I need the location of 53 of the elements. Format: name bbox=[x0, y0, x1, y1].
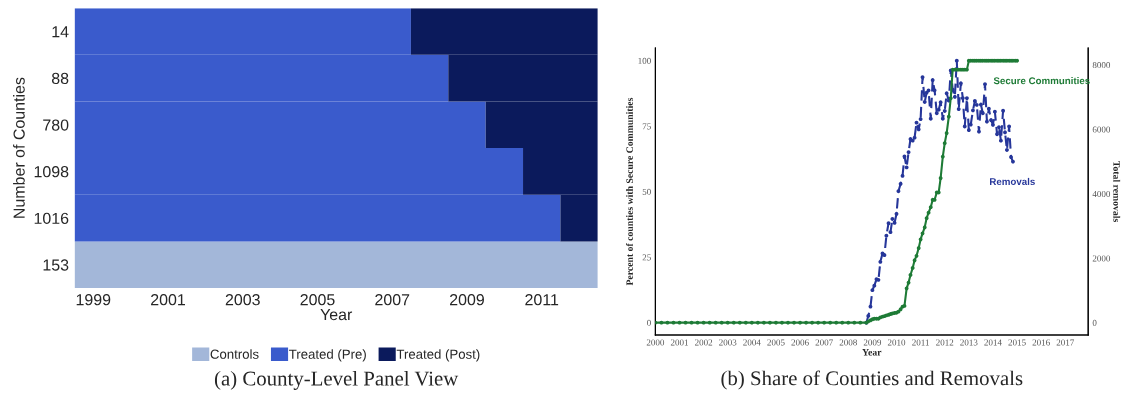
y-tick-label: 25 bbox=[642, 254, 651, 261]
x-tick-label: 2005 bbox=[767, 339, 785, 346]
y2-tick-label: 4000 bbox=[1092, 190, 1111, 198]
x-tick-label: 2017 bbox=[1056, 339, 1075, 346]
legend-label: Treated (Pre) bbox=[289, 349, 366, 362]
x-tick-label: 2013 bbox=[960, 339, 978, 346]
x-tick-label: 2009 bbox=[863, 339, 882, 346]
y-tick-label: 100 bbox=[638, 57, 651, 64]
x-tick-label: 1999 bbox=[76, 294, 111, 306]
x-tick-label: 2003 bbox=[225, 294, 260, 306]
x-tick-label: 2001 bbox=[151, 294, 185, 306]
x-tick-label: 2015 bbox=[1008, 339, 1026, 346]
x-tick-label: 2008 bbox=[839, 339, 857, 346]
x-tick-label: 2001 bbox=[670, 339, 688, 346]
y2-tick-label: 8000 bbox=[1092, 62, 1111, 69]
x-axis-title: Year bbox=[862, 349, 882, 356]
y-axis-title: Percent of counties with Secure Communities bbox=[626, 97, 633, 286]
y-tick-label: 14 bbox=[52, 26, 69, 38]
x-tick-label: 2000 bbox=[646, 339, 665, 346]
text: (b) Share of Counties and Removals bbox=[721, 370, 1023, 390]
x-tick-label: 2007 bbox=[375, 294, 410, 306]
y2-axis-title: Total removals bbox=[1113, 161, 1121, 222]
bar bbox=[74, 241, 598, 289]
x-tick-label: 2016 bbox=[1032, 339, 1050, 346]
y2-tick-label: 6000 bbox=[1092, 126, 1111, 133]
x-tick-label: 2010 bbox=[887, 339, 906, 346]
legend-label: Controls bbox=[210, 349, 259, 359]
x-tick-label: 2011 bbox=[525, 294, 559, 306]
x-tick-label: 2011 bbox=[912, 339, 929, 346]
x-tick-label: 2003 bbox=[719, 339, 737, 346]
y-tick-label: 1098 bbox=[34, 166, 69, 178]
x-tick-label: 2009 bbox=[450, 294, 484, 306]
y-axis-title: Number of Counties bbox=[13, 77, 25, 218]
y-tick-label: 153 bbox=[43, 259, 69, 271]
y2-tick-label: 2000 bbox=[1092, 255, 1111, 262]
y2-tick-label: 0 bbox=[1092, 319, 1097, 326]
x-axis-title: Year bbox=[320, 309, 353, 321]
y-tick-label: 1016 bbox=[34, 212, 69, 225]
x-tick-label: 2006 bbox=[791, 339, 809, 346]
x-tick-label: 2007 bbox=[815, 339, 833, 346]
x-tick-label: 2002 bbox=[694, 339, 713, 346]
x-tick-label: 2004 bbox=[743, 339, 761, 346]
y-tick-label: 780 bbox=[43, 119, 69, 131]
y-tick-label: 0 bbox=[647, 319, 651, 326]
x-tick-label: 2005 bbox=[300, 294, 335, 306]
y-tick-label: 75 bbox=[642, 123, 651, 130]
legend-label: Treated (Post) bbox=[396, 349, 480, 362]
y-tick-label: 50 bbox=[642, 188, 651, 195]
y-tick-label: 88 bbox=[51, 72, 69, 85]
series-label: Removals bbox=[990, 177, 1035, 186]
x-tick-label: 2012 bbox=[936, 339, 954, 346]
text: (a) County-Level Panel View bbox=[214, 370, 459, 390]
x-tick-label: 2014 bbox=[984, 339, 1002, 346]
